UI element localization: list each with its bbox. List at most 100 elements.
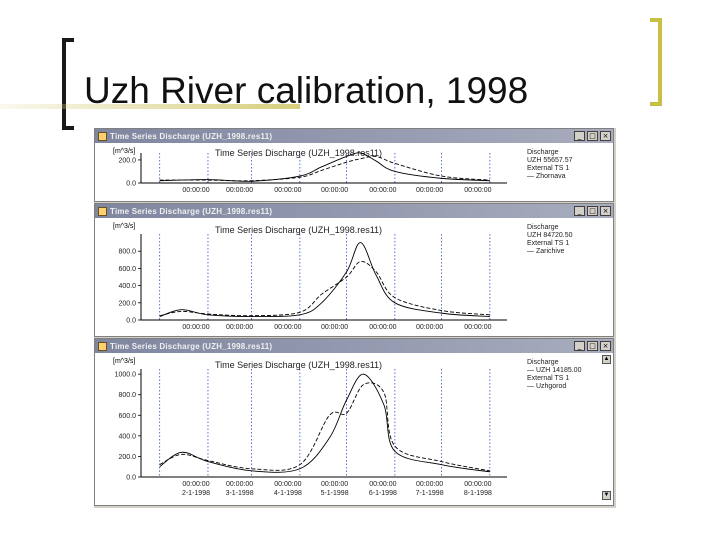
x-tick-label: 00:00:00 (464, 481, 491, 488)
chart-legend-2: Discharge UZH 84720.50 External TS 1 — Z… (527, 224, 573, 256)
maximize-button[interactable]: □ (587, 341, 598, 351)
y-tick-label: 0.0 (126, 475, 136, 482)
y-tick-label: 200.0 (118, 454, 136, 461)
axes (140, 369, 507, 478)
y-tick-label: 1000.0 (115, 372, 137, 379)
x-tick-label: 00:00:00 (274, 187, 301, 194)
x-date-label: 8-1-1998 (464, 490, 492, 497)
legend-series-1: — UZH 14185.00 (527, 367, 582, 374)
slide-title: Uzh River calibration, 1998 (84, 70, 529, 111)
maximize-button[interactable]: □ (587, 206, 598, 216)
legend-heading: Discharge (527, 149, 559, 156)
window-titlebar[interactable]: Time Series Discharge (UZH_1998.res11) _… (95, 339, 613, 353)
chart-window-3[interactable]: Time Series Discharge (UZH_1998.res11) _… (94, 338, 614, 506)
axes (140, 234, 507, 321)
legend-heading-ext: External TS 1 (527, 240, 570, 247)
x-tick-label: 00:00:00 (369, 481, 396, 488)
app-icon (98, 206, 107, 216)
legend-series-2: — Zhornava (527, 173, 566, 180)
chart-title: Time Series Discharge (UZH_1998.res11) (215, 148, 382, 158)
x-date-label: 6-1-1998 (369, 490, 397, 497)
x-tick-label: 00:00:00 (321, 481, 348, 488)
chart-plot-1[interactable]: [m^3/s] Time Series Discharge (UZH_1998.… (95, 143, 525, 201)
chart-plot-3[interactable]: [m^3/s] Time Series Discharge (UZH_1998.… (95, 353, 525, 505)
x-date-label: 2-1-1998 (182, 490, 210, 497)
window-title: Time Series Discharge (UZH_1998.res11) (110, 131, 273, 141)
x-date-label: 4-1-1998 (274, 490, 302, 497)
chart-plot-2[interactable]: [m^3/s] Time Series Discharge (UZH_1998.… (95, 218, 525, 336)
x-date-label: 5-1-1998 (321, 490, 349, 497)
y-tick-label: 200.0 (118, 300, 136, 307)
app-icon (98, 131, 107, 141)
y-unit-label: [m^3/s] (113, 223, 135, 230)
legend-heading-ext: External TS 1 (527, 165, 570, 172)
y-tick-label: 600.0 (118, 266, 136, 273)
close-button[interactable]: × (600, 341, 611, 351)
x-tick-label: 00:00:00 (416, 324, 443, 331)
x-tick-label: 00:00:00 (369, 324, 396, 331)
series-line-observed (159, 155, 490, 182)
x-tick-label: 00:00:00 (321, 324, 348, 331)
x-tick-label: 00:00:00 (226, 324, 253, 331)
app-icon (98, 341, 107, 351)
y-tick-label: 800.0 (118, 249, 136, 256)
window-titlebar[interactable]: Time Series Discharge (UZH_1998.res11) _… (95, 129, 613, 143)
x-tick-label: 00:00:00 (226, 187, 253, 194)
maximize-button[interactable]: □ (587, 131, 598, 141)
y-tick-label: 200.0 (118, 157, 136, 164)
chart-window-2[interactable]: Time Series Discharge (UZH_1998.res11) _… (94, 203, 614, 337)
y-tick-label: 600.0 (118, 413, 136, 420)
y-unit-label: [m^3/s] (113, 358, 135, 365)
x-tick-label: 00:00:00 (182, 187, 209, 194)
close-button[interactable]: × (600, 131, 611, 141)
legend-series-2: — Zarichive (527, 248, 565, 255)
legend-series-1: UZH 84720.50 (527, 232, 573, 239)
minimize-button[interactable]: _ (574, 131, 585, 141)
x-tick-label: 00:00:00 (321, 187, 348, 194)
window-title: Time Series Discharge (UZH_1998.res11) (110, 341, 273, 351)
y-tick-label: 400.0 (118, 433, 136, 440)
title-accent-line (0, 104, 300, 109)
minimize-button[interactable]: _ (574, 206, 585, 216)
chart-legend-3: Discharge — UZH 14185.00 External TS 1 —… (527, 359, 581, 391)
y-tick-label: 0.0 (126, 318, 136, 325)
legend-heading-ext: External TS 1 (527, 375, 570, 382)
y-tick-label: 400.0 (118, 283, 136, 290)
chart-window-1[interactable]: Time Series Discharge (UZH_1998.res11) _… (94, 128, 614, 202)
window-title: Time Series Discharge (UZH_1998.res11) (110, 206, 273, 216)
legend-series-2: — Uzhgorod (527, 383, 567, 390)
x-tick-label: 00:00:00 (274, 481, 301, 488)
legend-heading: Discharge (527, 224, 559, 231)
x-tick-label: 00:00:00 (182, 324, 209, 331)
series-line-observed (159, 382, 490, 472)
series-line-simulated (159, 373, 490, 473)
scroll-up-button[interactable]: ▲ (602, 355, 611, 364)
close-button[interactable]: × (600, 206, 611, 216)
window-titlebar[interactable]: Time Series Discharge (UZH_1998.res11) _… (95, 204, 613, 218)
y-tick-label: 0.0 (126, 181, 136, 188)
x-tick-label: 00:00:00 (274, 324, 301, 331)
x-date-label: 7-1-1998 (416, 490, 444, 497)
embedded-screenshot: Time Series Discharge (UZH_1998.res11) _… (94, 128, 616, 508)
x-tick-label: 00:00:00 (226, 481, 253, 488)
chart-title: Time Series Discharge (UZH_1998.res11) (215, 360, 382, 370)
x-tick-label: 00:00:00 (464, 324, 491, 331)
series-line-observed (159, 261, 490, 317)
y-unit-label: [m^3/s] (113, 148, 135, 155)
series-line-simulated (159, 242, 490, 318)
title-bracket-left (62, 38, 74, 130)
x-tick-label: 00:00:00 (182, 481, 209, 488)
x-tick-label: 00:00:00 (464, 187, 491, 194)
minimize-button[interactable]: _ (574, 341, 585, 351)
x-tick-label: 00:00:00 (416, 481, 443, 488)
x-tick-label: 00:00:00 (369, 187, 396, 194)
y-tick-label: 800.0 (118, 392, 136, 399)
x-date-label: 3-1-1998 (226, 490, 254, 497)
axes (140, 153, 507, 184)
legend-heading: Discharge (527, 359, 559, 366)
legend-series-1: UZH 55657.57 (527, 157, 573, 164)
scroll-down-button[interactable]: ▼ (602, 491, 611, 500)
chart-title: Time Series Discharge (UZH_1998.res11) (215, 225, 382, 235)
chart-legend-1: Discharge UZH 55657.57 External TS 1 — Z… (527, 149, 573, 181)
title-bracket-right (650, 18, 662, 106)
